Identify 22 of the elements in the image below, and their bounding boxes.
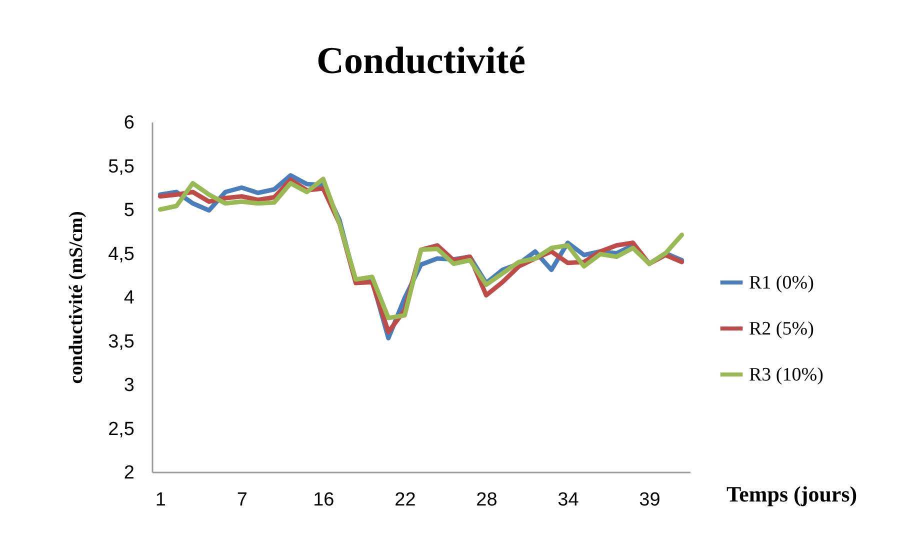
chart-title: Conductivité [316, 40, 526, 82]
y-tick-label: 6 [124, 112, 134, 134]
x-tick-label: 28 [476, 490, 498, 510]
x-axis-title: Temps (jours) [726, 482, 858, 506]
y-tick-label: 5 [124, 200, 134, 221]
y-tick-label: 3,5 [108, 331, 134, 352]
y-tick-label: 3 [124, 375, 134, 396]
y-tick-label: 2 [124, 462, 134, 484]
x-tick-label: 39 [639, 490, 660, 510]
x-tick-label: 34 [558, 490, 580, 510]
legend-label: R1 (0%) [749, 272, 814, 294]
legend-label: R3 (10%) [749, 364, 824, 386]
x-tick-label: 22 [394, 490, 416, 510]
y-tick-label: 2,5 [108, 418, 134, 440]
y-axis-title: conductivité (mS/cm) [66, 211, 88, 384]
legend-label: R2 (5%) [749, 318, 814, 340]
y-tick-label: 4 [124, 288, 135, 308]
x-tick-label: 1 [155, 490, 166, 510]
x-tick-label: 7 [236, 490, 248, 510]
y-tick-label: 4,5 [108, 244, 134, 265]
y-tick-label: 5,5 [108, 156, 134, 178]
x-tick-label: 16 [313, 490, 334, 510]
